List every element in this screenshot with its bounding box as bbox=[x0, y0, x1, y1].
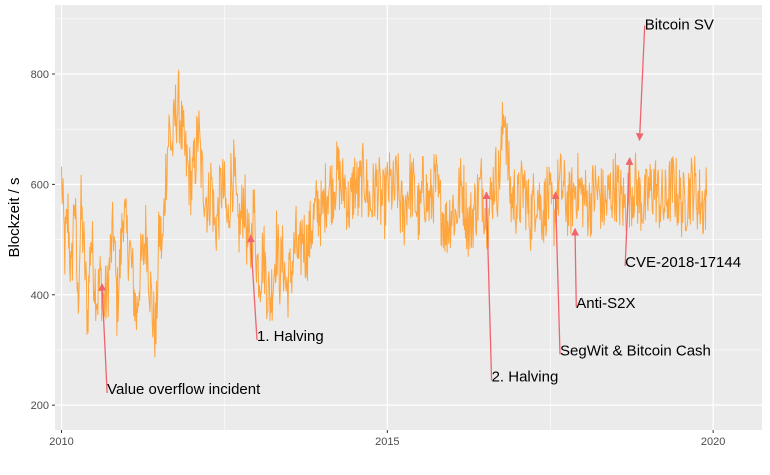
annotation-label-0: Value overflow incident bbox=[107, 381, 261, 398]
minor-gridlines bbox=[55, 5, 762, 430]
x-tick-label: 2010 bbox=[49, 436, 73, 448]
annotation-arrow-3 bbox=[551, 191, 561, 355]
annotation-label-5: CVE-2018-17144 bbox=[625, 254, 741, 271]
x-tick-label: 2020 bbox=[701, 436, 725, 448]
annotation-arrow-1 bbox=[247, 234, 258, 341]
annotation-arrow-5 bbox=[624, 157, 634, 267]
y-tick-label: 800 bbox=[31, 69, 49, 81]
y-axis-title: Blockzeit / s bbox=[6, 177, 23, 257]
y-tick-label: 600 bbox=[31, 179, 49, 191]
y-tick-label: 200 bbox=[31, 400, 49, 412]
annotation-arrow-2 bbox=[482, 191, 493, 381]
annotation-arrow-4 bbox=[571, 227, 580, 307]
annotation-label-1: 1. Halving bbox=[257, 328, 324, 345]
y-axis: 200 400 600 800 bbox=[31, 69, 55, 412]
y-tick-label: 400 bbox=[31, 290, 49, 302]
annotation-arrow-6 bbox=[635, 25, 646, 142]
series-layer bbox=[61, 69, 708, 358]
annotation-label-6: Bitcoin SV bbox=[645, 16, 714, 33]
annotation-layer: Value overflow incident 1. Halving 2. Halv… bbox=[98, 16, 741, 398]
annotation-label-4: Anti-S2X bbox=[576, 295, 635, 312]
annotation-label-3: SegWit & Bitcoin Cash bbox=[560, 342, 711, 359]
plot-panel bbox=[55, 5, 762, 430]
x-tick-label: 2015 bbox=[375, 436, 399, 448]
annotation-arrow-0 bbox=[98, 282, 108, 394]
annotation-label-2: 2. Halving bbox=[492, 368, 559, 385]
series-line-0 bbox=[61, 69, 708, 358]
x-axis: 2010 2015 2020 bbox=[49, 430, 725, 448]
